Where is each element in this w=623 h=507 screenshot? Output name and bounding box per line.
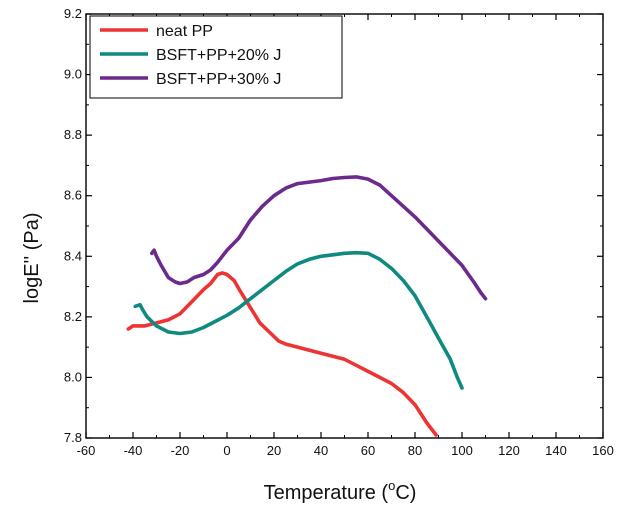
x-tick-label: 140 <box>545 443 567 458</box>
legend: neat PP BSFT+PP+20% J BSFT+PP+30% J <box>89 15 343 99</box>
legend-label: BSFT+PP+30% J <box>156 71 281 88</box>
y-tick-label: 9.0 <box>64 67 82 82</box>
x-tick-label: 60 <box>361 443 375 458</box>
y-tick-label: 8.6 <box>64 188 82 203</box>
x-tick-label: 40 <box>314 443 328 458</box>
series-layer <box>126 175 488 437</box>
series-line-1 <box>126 271 438 437</box>
y-tick-label: 8.8 <box>64 127 82 142</box>
x-tick-label: 160 <box>592 443 614 458</box>
legend-label: BSFT+PP+20% J <box>156 47 281 64</box>
y-tick-label: 8.4 <box>64 248 82 263</box>
y-tick-label: 8.2 <box>64 309 82 324</box>
x-tick-label: -60 <box>77 443 96 458</box>
legend-label: neat PP <box>156 23 213 40</box>
y-tick-label: 8.0 <box>64 369 82 384</box>
x-tick-label: 80 <box>408 443 422 458</box>
x-axis-title-degree: o <box>388 478 395 493</box>
x-tick-label: -40 <box>124 443 143 458</box>
x-tick-label: 120 <box>498 443 520 458</box>
x-axis-title-unit: C) <box>395 482 416 504</box>
x-axis-title: Temperature (oC) <box>264 478 417 504</box>
y-tick-label: 9.2 <box>64 6 82 21</box>
x-axis: -60 -40 -20 0 20 40 60 80 100 120 140 160 <box>77 14 614 458</box>
series-line-2 <box>133 250 464 390</box>
x-tick-label: 0 <box>223 443 230 458</box>
y-axis-title: logE'' (Pa) <box>21 212 43 303</box>
x-axis-title-text: Temperature ( <box>264 482 389 504</box>
x-tick-label: 20 <box>267 443 281 458</box>
x-tick-label: 100 <box>451 443 473 458</box>
x-tick-label: -20 <box>171 443 190 458</box>
y-tick-label: 7.8 <box>64 430 82 445</box>
y-axis: 7.8 8.0 8.2 8.4 8.6 8.8 9.0 9.2 <box>64 6 603 445</box>
series-line-3 <box>150 175 488 301</box>
